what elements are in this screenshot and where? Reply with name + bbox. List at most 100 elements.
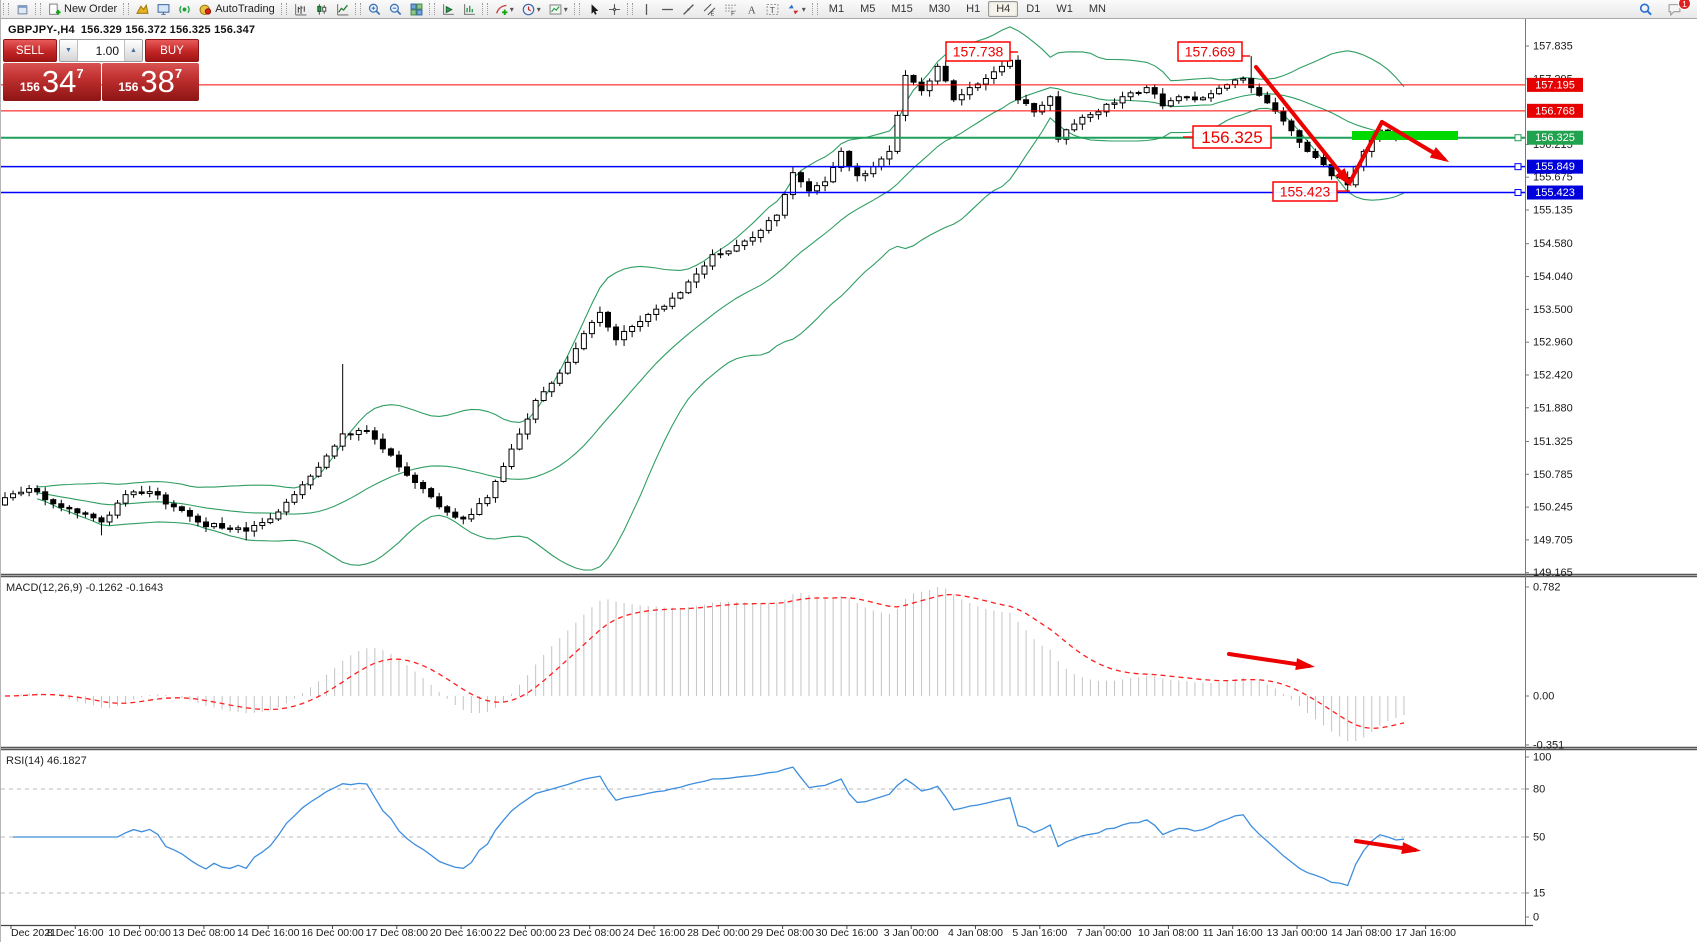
timeframe-button-m5[interactable]: M5 [860, 3, 876, 15]
volume-increase-button[interactable]: ▲ [124, 40, 142, 61]
timeframe-button-m30[interactable]: M30 [928, 3, 951, 15]
toolbar-grip [123, 3, 130, 15]
time-tick-label: 4 Jan 08:00 [948, 927, 1003, 939]
dropdown-caret-icon: ▾ [536, 4, 541, 14]
profiles-button[interactable] [132, 0, 153, 18]
price-tick-label: 152.960 [1533, 337, 1573, 349]
notifications-button[interactable]: 1 [1664, 0, 1691, 18]
line-chart-icon [336, 3, 349, 15]
time-tick-label: 30 Dec 16:00 [816, 927, 879, 939]
buy-button[interactable]: BUY [145, 39, 199, 62]
terminal-button[interactable] [153, 0, 174, 18]
price-badge-156.768 [1527, 103, 1583, 118]
price-axis: 157.835157.295156.215155.675155.135154.5… [1525, 18, 1583, 925]
periods-button[interactable]: ▾ [518, 0, 545, 18]
timeframe-button-h4[interactable]: H4 [988, 1, 1019, 17]
arrows-icon [788, 4, 799, 14]
timeframe-button-d1[interactable]: D1 [1026, 3, 1041, 15]
bar-chart-button[interactable] [290, 0, 311, 18]
price-tick-label: 154.580 [1533, 238, 1573, 250]
price-annotation-box[interactable] [1272, 181, 1338, 202]
trend-arrow-head [1429, 147, 1450, 163]
time-tick-label: 14 Jan 08:00 [1331, 927, 1392, 939]
candlestick-chart-button[interactable] [311, 0, 332, 18]
shift-chart-icon [463, 3, 475, 15]
svg-text:T: T [769, 4, 775, 14]
templates-button[interactable]: ▾ [545, 0, 572, 18]
time-tick-label: 8 Dec 16:00 [47, 927, 104, 939]
price-tick-label: 149.705 [1533, 534, 1573, 546]
sell-price-tile[interactable]: 156 34 7 [3, 63, 101, 101]
svg-text:E: E [710, 11, 714, 16]
trend-arrow-head [1401, 842, 1421, 854]
time-tick-label: 5 Jan 16:00 [1012, 927, 1067, 939]
price-annotation-box[interactable] [1192, 125, 1272, 149]
timeframe-button-mn[interactable]: MN [1088, 3, 1106, 15]
timeframe-button-m1[interactable]: M1 [828, 3, 845, 15]
dropdown-caret-icon: ▾ [801, 4, 806, 14]
buy-price-tile[interactable]: 156 38 7 [101, 63, 199, 101]
price-annotation-text: 156.325 [1201, 128, 1262, 147]
price-badge-text: 156.325 [1535, 132, 1575, 144]
chart-shift-button[interactable] [459, 0, 480, 18]
time-tick-label: 17 Dec 08:00 [366, 927, 429, 939]
volume-input[interactable]: 1.00 [95, 43, 119, 58]
fibonacci-button[interactable]: F [720, 0, 741, 18]
timeframe-button-m15[interactable]: M15 [891, 3, 913, 15]
indicators-button[interactable]: ▾ [491, 0, 518, 18]
price-tick-label: 152.420 [1533, 369, 1573, 381]
horizontal-line-button[interactable] [657, 0, 678, 18]
panel-labels: MACD(12,26,9) -0.1262 -0.1643 RSI(14) 46.… [6, 582, 163, 767]
timeframe-button-h1[interactable]: H1 [966, 3, 981, 15]
horizontal-line-icon [661, 8, 673, 10]
toolbar-grip [35, 3, 41, 15]
text-label-button[interactable]: T [762, 0, 783, 18]
signals-icon [179, 5, 190, 13]
vertical-line-button[interactable] [636, 0, 657, 18]
svg-text:F: F [731, 11, 735, 15]
price-badge-text: 155.423 [1535, 187, 1575, 199]
dropdown-caret-icon: ▾ [509, 4, 514, 14]
price-annotation-box[interactable] [1177, 41, 1243, 62]
search-button[interactable] [1635, 0, 1656, 18]
text-button[interactable]: A [741, 0, 762, 18]
toolbar-grip [626, 3, 633, 15]
crosshair-button[interactable] [604, 0, 625, 18]
zoom-in-icon [368, 3, 381, 15]
equidistant-channel-button[interactable]: E [699, 0, 720, 18]
level-handle-155.849[interactable] [1514, 163, 1522, 171]
line-chart-button[interactable] [332, 0, 353, 18]
price-tick-label: 150.785 [1533, 469, 1573, 481]
price-tick-label: 149.165 [1533, 567, 1573, 579]
timeframe-button-w1[interactable]: W1 [1056, 3, 1073, 15]
level-lines-layer[interactable] [1, 84, 1525, 197]
buy-price-prefix: 156 [118, 80, 139, 94]
volume-decrease-button[interactable]: ▼ [60, 40, 78, 61]
templates-icon [549, 3, 562, 15]
chart-window-button[interactable] [12, 0, 33, 18]
auto-arrange-button[interactable] [438, 0, 459, 18]
price-tick-label: 157.835 [1533, 41, 1573, 53]
rsi-line [13, 766, 1405, 887]
signals-button[interactable] [174, 0, 195, 18]
zoom-out-button[interactable] [385, 0, 406, 18]
candles-layer [2, 51, 1407, 541]
level-handle-155.423[interactable] [1514, 189, 1522, 197]
cursor-button[interactable] [583, 0, 604, 18]
vertical-line-icon [645, 3, 647, 15]
annotations-layer[interactable]: 157.738 157.669 156.325 155.423 [945, 41, 1458, 854]
autotrading-button[interactable]: AutoTrading [195, 0, 279, 18]
arrows-button[interactable]: ▾ [783, 0, 810, 18]
new-order-button[interactable]: New Order [44, 0, 121, 18]
time-tick-label: 28 Dec 00:00 [687, 927, 750, 939]
zoom-in-button[interactable] [364, 0, 385, 18]
sell-button[interactable]: SELL [3, 39, 57, 62]
time-tick-label: 23 Dec 08:00 [558, 927, 621, 939]
trendline-button[interactable] [678, 0, 699, 18]
level-handle-156.325[interactable] [1514, 134, 1522, 142]
price-annotation-box[interactable] [945, 41, 1011, 62]
tile-windows-button[interactable] [406, 0, 427, 18]
time-tick-label: 17 Jan 16:00 [1395, 927, 1456, 939]
